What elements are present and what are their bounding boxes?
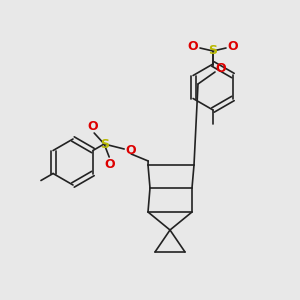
Text: O: O (126, 145, 136, 158)
Text: O: O (105, 158, 116, 170)
Text: O: O (228, 40, 238, 53)
Text: O: O (88, 119, 98, 133)
Text: O: O (216, 61, 226, 74)
Text: S: S (208, 44, 217, 58)
Text: O: O (188, 40, 198, 53)
Text: S: S (100, 137, 109, 151)
